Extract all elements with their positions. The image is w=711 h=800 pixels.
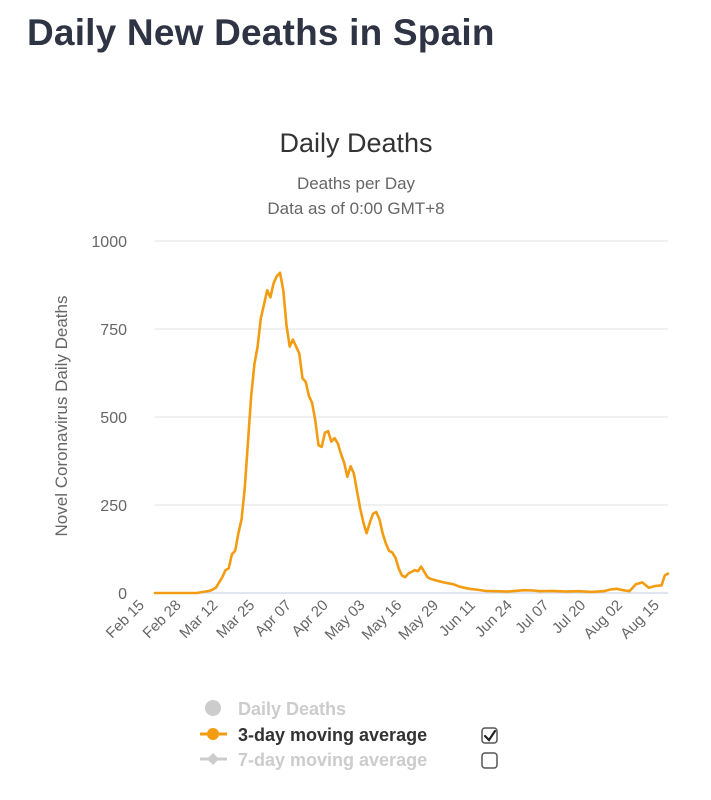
x-tick-label: Apr 07: [252, 597, 295, 640]
legend-item[interactable]: 7-day moving average: [200, 750, 427, 770]
chart-title: Daily Deaths: [279, 128, 432, 158]
y-axis-ticks: 0 250 500 750 1000: [91, 234, 127, 603]
y-tick-label: 1000: [91, 234, 127, 251]
x-tick-label: Jul 07: [512, 597, 552, 637]
x-tick-label: Mar 12: [176, 597, 221, 642]
checkbox-box[interactable]: [481, 752, 498, 769]
x-tick-label: Jun 24: [472, 597, 516, 641]
legend[interactable]: Daily Deaths 3-day moving average 7-day mo…: [200, 699, 498, 770]
legend-diamond-icon: [207, 753, 219, 765]
legend-checkbox[interactable]: [481, 752, 498, 769]
gridlines: [155, 240, 668, 594]
x-tick-label: May 29: [395, 597, 442, 644]
page-title: Daily New Deaths in Spain: [27, 12, 495, 53]
legend-marker-icon: [207, 728, 219, 740]
x-tick-label: Aug 02: [580, 597, 626, 643]
legend-label[interactable]: 3-day moving average: [238, 725, 427, 745]
legend-label[interactable]: Daily Deaths: [238, 699, 346, 719]
y-tick-label: 0: [118, 586, 127, 603]
x-tick-label: Feb 15: [103, 597, 148, 642]
series-layer: [153, 271, 670, 595]
y-tick-label: 750: [100, 322, 127, 339]
legend-label[interactable]: 7-day moving average: [238, 750, 427, 770]
check-icon: [483, 729, 497, 742]
chart-subtitle: Deaths per Day: [297, 174, 416, 193]
x-tick-label: Jun 11: [436, 597, 479, 640]
x-tick-label: May 16: [359, 597, 406, 644]
x-tick-label: May 03: [322, 597, 369, 644]
y-axis-label: Novel Coronavirus Daily Deaths: [52, 296, 71, 537]
y-tick-label: 250: [100, 498, 127, 515]
x-tick-label: Feb 28: [140, 597, 185, 642]
legend-checkbox[interactable]: [481, 727, 498, 744]
x-tick-label: Mar 25: [213, 597, 258, 642]
series-line-3-day-moving-average: [153, 271, 670, 595]
chart-data-date: Data as of 0:00 GMT+8: [267, 199, 444, 218]
y-tick-label: 500: [100, 410, 127, 427]
legend-item[interactable]: 3-day moving average: [200, 725, 427, 745]
legend-dot-icon: [205, 700, 221, 716]
x-tick-label: Aug 15: [617, 597, 663, 643]
legend-item[interactable]: Daily Deaths: [205, 699, 346, 719]
